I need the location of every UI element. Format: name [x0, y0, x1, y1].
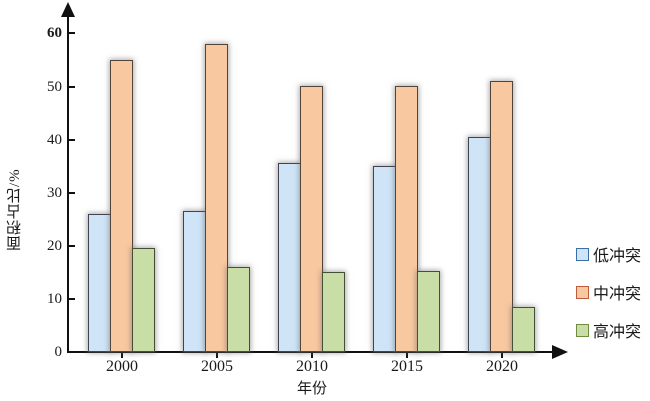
y-tick-label-30: 30	[47, 184, 62, 201]
x-axis-line	[67, 351, 556, 353]
bar-series1-2000	[88, 214, 111, 352]
y-tick-50	[69, 85, 75, 88]
x-tick-2010	[311, 353, 313, 358]
y-tick-30	[69, 191, 75, 194]
legend-swatch-icon	[576, 247, 589, 261]
y-tick-label-20: 20	[47, 237, 62, 254]
legend-item-series3: 高冲突	[576, 322, 641, 341]
x-tick-2000	[121, 353, 123, 358]
bar-series3-2005	[227, 267, 250, 352]
y-axis-title: 面积占比/%	[7, 168, 23, 252]
y-tick-10	[69, 297, 75, 300]
bar-series3-2020	[512, 307, 535, 352]
bar-series2-2000	[110, 60, 133, 352]
x-tick-label-2005: 2005	[201, 358, 233, 375]
bar-series1-2005	[183, 211, 206, 352]
y-tick-label-10: 10	[47, 290, 62, 307]
x-tick-label-2000: 2000	[106, 358, 138, 375]
legend-label-series3: 高冲突	[593, 324, 642, 341]
x-tick-2020	[501, 353, 503, 358]
y-axis-line	[67, 14, 69, 353]
legend-label-series2: 中冲突	[593, 286, 642, 303]
bar-series3-2000	[132, 248, 155, 352]
legend-item-series1: 低冲突	[576, 246, 641, 265]
bar-series3-2010	[322, 272, 345, 352]
bar-series2-2005	[205, 44, 228, 352]
x-tick-label-2015: 2015	[391, 358, 423, 375]
y-tick-0	[69, 351, 75, 353]
y-tick-60	[69, 32, 75, 35]
y-tick-label-40: 40	[47, 131, 62, 148]
y-tick-label-50: 50	[47, 78, 62, 95]
legend-swatch-icon	[576, 285, 589, 299]
legend-swatch-icon	[576, 323, 589, 337]
bar-series1-2020	[468, 137, 491, 352]
legend-label-series1: 低冲突	[593, 248, 642, 265]
bar-series3-2015	[417, 271, 440, 352]
x-tick-2015	[406, 353, 408, 358]
bar-series2-2015	[395, 86, 418, 352]
y-tick-20	[69, 244, 75, 247]
y-axis-arrow-icon	[61, 2, 75, 17]
y-tick-label-0: 0	[54, 344, 63, 360]
y-tick-40	[69, 138, 75, 141]
y-tick-label-60: 60	[47, 25, 62, 42]
bar-series1-2010	[278, 163, 301, 352]
x-tick-label-2020: 2020	[486, 358, 518, 375]
bar-series2-2020	[490, 81, 513, 352]
bar-series1-2015	[373, 166, 396, 352]
x-tick-label-2010: 2010	[296, 358, 328, 375]
x-tick-2005	[216, 353, 218, 358]
x-axis-title: 年份	[296, 381, 327, 397]
x-axis-arrow-icon	[552, 345, 568, 359]
bar-series2-2010	[300, 86, 323, 352]
legend-item-series2: 中冲突	[576, 284, 641, 303]
